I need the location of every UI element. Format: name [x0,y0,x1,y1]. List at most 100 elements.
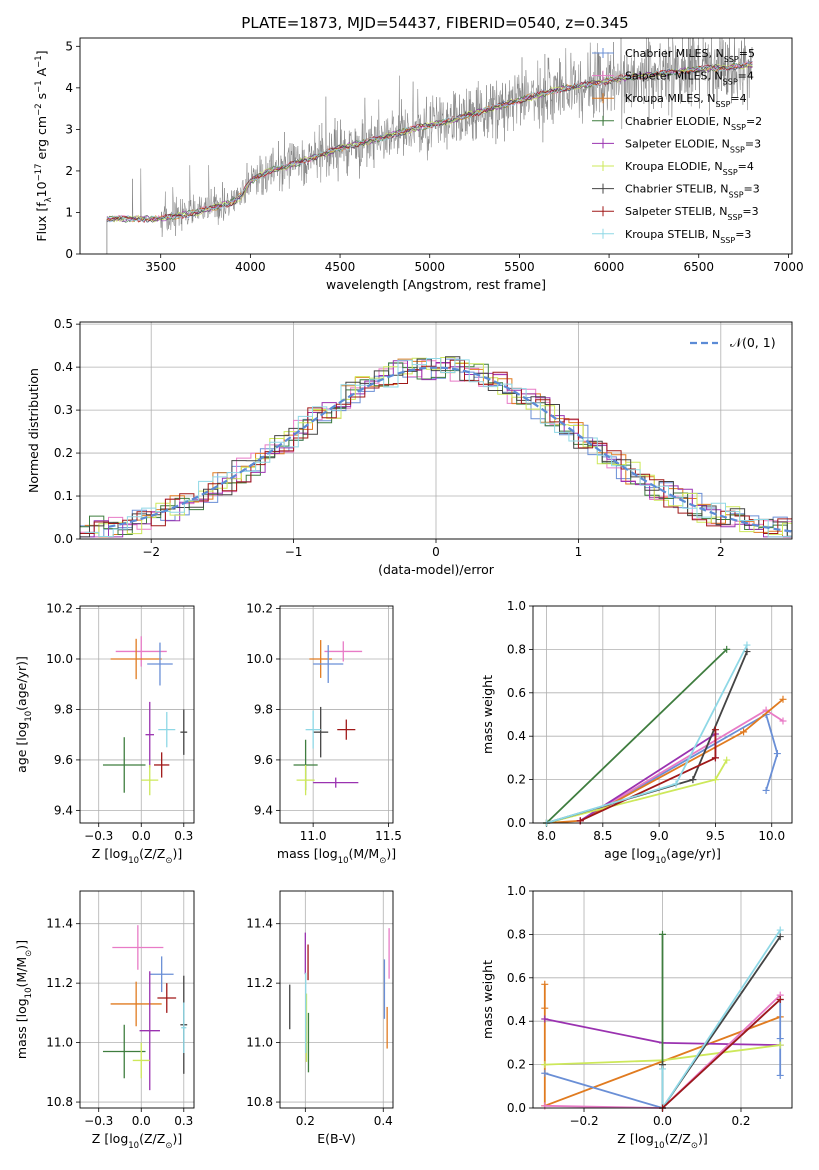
y-axis-label: age [log10(age/yr)] [14,656,34,773]
y-tick-label: 10.8 [246,1095,273,1109]
y-tick-label: 0.4 [507,729,526,743]
mass-weight-marker [711,754,719,762]
axes-frame [79,890,195,1109]
x-tick-label: 1 [575,545,583,559]
residual-histogram-step [84,358,792,538]
y-tick-label: 2 [65,164,73,178]
y-axis-label: Normed distribution [26,368,41,493]
x-tick-label: 0.4 [374,1114,393,1128]
y-tick-label: 11.0 [46,1036,73,1050]
residual-histogram-panel: −2 −1 0 1 2 0.0 0.1 0.2 0.3 0.4 0.5 (data-model)/er… [26,317,793,577]
y-tick-label: 1.0 [507,599,526,613]
x-tick-label: 8.5 [593,829,612,843]
y-tick-label: 0.6 [507,971,526,985]
mass-weight-marker [779,695,787,703]
x-tick-label: 5500 [504,260,535,274]
axes-frame [279,605,394,824]
y-tick-label: 0.2 [54,446,73,460]
axes-frame [79,605,195,824]
mass-weight-marker [776,1041,784,1049]
x-axis-label: Z [log10(Z/Z⊙)] [617,1131,707,1151]
y-tick-label: 0.4 [54,360,73,374]
mass-weight-marker [689,776,697,784]
mass-weight-line [661,998,781,1109]
massweight-vs-metallicity-panel: −0.2 0.0 0.2 0.0 0.2 0.4 0.6 0.8 1.0 Z [log10(Z/Z… [480,884,793,1151]
model-spectrum-line [106,62,753,223]
legend-entry: Salpeter ELODIE, NSSP=3 [625,137,761,154]
mass-weight-marker [541,1004,549,1012]
y-axis-label: Flux [fλ10−17 erg cm−2 s−1 A−1] [34,50,54,241]
mass-weight-marker [740,728,748,736]
mass-weight-line [579,713,779,822]
y-tick-label: 10.0 [246,652,273,666]
y-tick-label: 0.6 [507,686,526,700]
mass-weight-marker [776,926,784,934]
residual-histogram-step [84,358,792,538]
x-tick-label: 9.5 [706,829,725,843]
mass-weight-marker [672,780,680,788]
age-vs-metallicity-panel: −0.3 0.0 0.3 9.4 9.6 9.8 10.0 10.2 Z [log10(Z/Z⊙… [14,602,195,866]
mass-weight-marker [541,1061,549,1069]
mass-weight-marker [762,786,770,794]
x-tick-label: 2 [717,545,725,559]
mass-weight-line [661,929,781,1111]
y-tick-label: 0.2 [507,1058,526,1072]
x-tick-label: 0.3 [174,1114,193,1128]
mass-weight-marker [779,717,787,725]
legend-entry: 𝒩(0, 1) [730,335,776,350]
x-tick-label: 11.0 [300,829,327,843]
normal-distribution-curve [108,366,793,533]
axes-frame [532,605,793,824]
mass-weight-marker [776,933,784,941]
y-tick-label: 9.8 [254,702,273,716]
x-tick-label: 4000 [235,260,266,274]
y-tick-label: 4 [65,81,73,95]
x-tick-label: 0.0 [132,1114,151,1128]
y-tick-label: 0.5 [54,317,73,331]
mass-weight-marker [773,750,781,758]
y-tick-label: 0.0 [54,532,73,546]
y-tick-label: 9.8 [54,702,73,716]
figure-title: PLATE=1873, MJD=54437, FIBERID=0540, z=0… [241,14,628,32]
x-tick-label: −1 [285,545,303,559]
x-axis-label: Z [log10(Z/Z⊙)] [92,1131,182,1151]
y-tick-label: 0.4 [507,1014,526,1028]
mass-weight-line [545,648,728,824]
x-tick-label: 4500 [325,260,356,274]
y-axis-label: mass weight [480,960,495,1039]
y-tick-label: 1 [65,205,73,219]
y-tick-label: 0.2 [507,773,526,787]
y-tick-label: 11.2 [46,976,73,990]
mass-weight-marker [659,1065,666,1073]
legend-entry: Kroupa STELIB, NSSP=3 [625,228,751,245]
mass-weight-marker [541,1069,549,1077]
y-tick-label: 11.2 [246,976,273,990]
legend-entry: Chabrier MILES, NSSP=5 [625,47,755,64]
observed-spectrum-line [106,37,753,237]
x-tick-label: 0.0 [653,1114,672,1128]
legend-entry: Chabrier ELODIE, NSSP=2 [625,115,762,132]
x-tick-label: −0.2 [569,1114,598,1128]
mass-weight-marker [776,1071,784,1079]
legend-entry: Kroupa ELODIE, NSSP=4 [625,160,754,177]
x-tick-label: 10.0 [758,829,785,843]
y-tick-label: 0.1 [54,489,73,503]
y-tick-label: 11.4 [46,917,73,931]
y-tick-label: 0 [65,247,73,261]
x-axis-label: wavelength [Angstrom, rest frame] [326,277,546,292]
y-tick-label: 10.0 [46,652,73,666]
axes-frame [532,890,793,1109]
mass-weight-line [546,698,784,824]
y-tick-label: 11.4 [246,917,273,931]
y-tick-label: 9.6 [254,753,273,767]
y-tick-label: 1.0 [507,884,526,898]
axes-frame [79,321,793,540]
y-tick-label: 9.4 [254,803,273,817]
axes-frame [79,37,793,255]
mass-weight-marker [776,1035,784,1043]
x-tick-label: 6500 [683,260,714,274]
y-tick-label: 3 [65,122,73,136]
mass-weight-marker [541,1015,549,1023]
x-tick-label: −0.3 [84,1114,113,1128]
